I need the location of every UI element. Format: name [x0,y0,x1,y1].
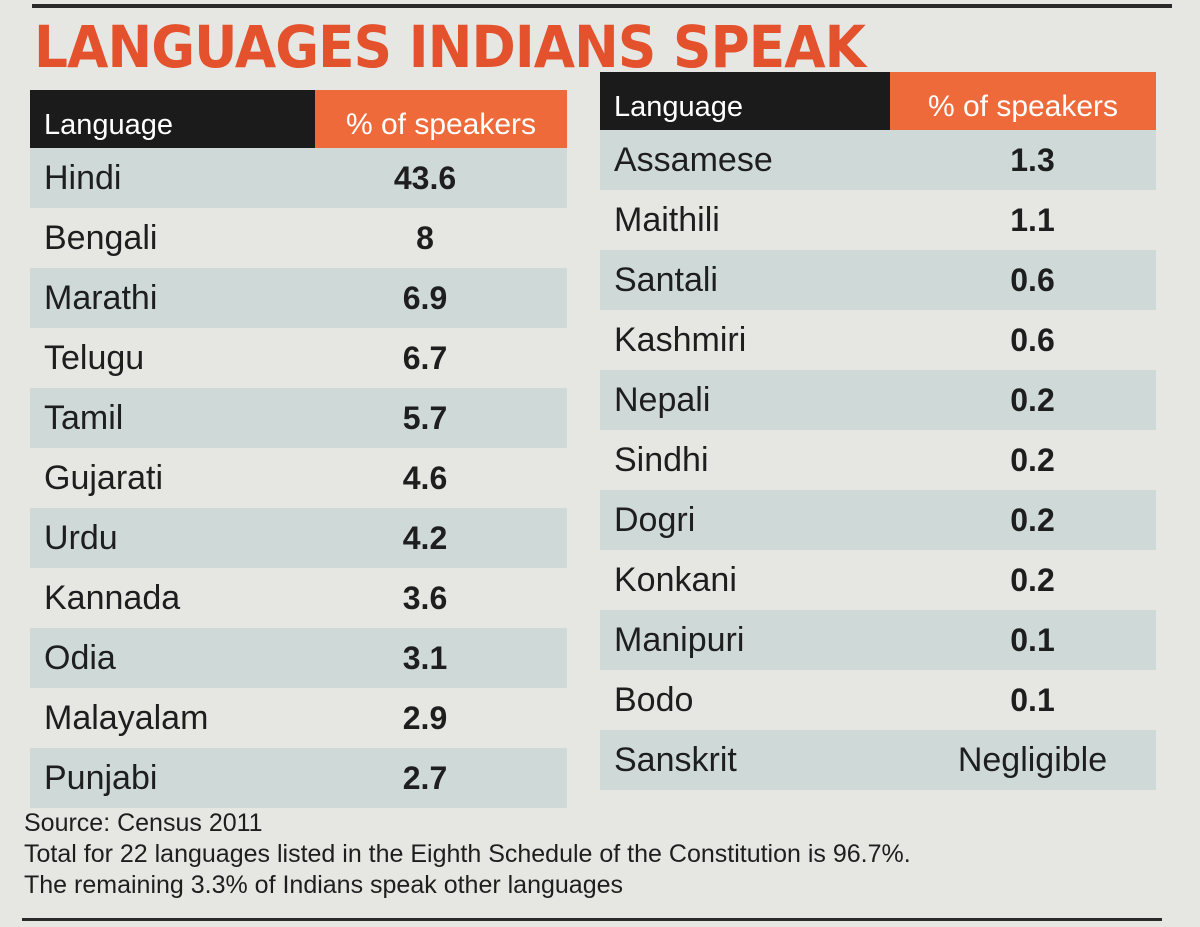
percent-cell: 0.1 [1010,681,1055,718]
percent-cell: 0.1 [1010,621,1055,658]
language-cell: Telugu [44,338,145,377]
language-cell: Gujarati [44,458,164,497]
table-row: Dogri 0.2 [600,490,1156,550]
table-row: Konkani 0.2 [600,550,1156,610]
table-row: Telugu 6.7 [30,328,567,388]
remaining-note: The remaining 3.3% of Indians speak othe… [24,871,623,899]
footnotes: Source: Census 2011 Total for 22 languag… [24,808,1174,901]
right-table-body: Assamese 1.3 Maithili 1.1 Santali 0.6 Kashm… [600,130,1156,790]
percent-cell: 0.2 [1010,381,1055,418]
table-row: Odia 3.1 [30,628,567,688]
percent-cell: 1.1 [1010,201,1055,238]
table-row: Kannada 3.6 [30,568,567,628]
table-row: Manipuri 0.1 [600,610,1156,670]
table-row: Urdu 4.2 [30,508,567,568]
table-header: Language % of speakers [30,90,567,148]
table-row: Hindi 43.6 [30,148,567,208]
percent-cell: 8 [416,219,434,256]
percent-cell: 3.6 [402,579,448,616]
column-header-language: Language [600,72,890,130]
left-table-body: Hindi 43.6 Bengali 8 Marathi 6.9 Telugu 6.7 … [30,148,567,808]
percent-cell: Negligible [957,740,1108,779]
column-header-language: Language [30,90,315,148]
language-cell: Urdu [44,518,118,557]
language-cell: Maithili [614,200,720,239]
top-rule [32,4,1172,8]
table-row: Santali 0.6 [600,250,1156,310]
language-cell: Sindhi [614,440,709,479]
percent-cell: 6.7 [402,339,448,376]
total-note: Total for 22 languages listed in the Eig… [24,840,911,868]
language-cell: Sanskrit [614,740,737,779]
language-cell: Kashmiri [614,320,747,359]
table-row: Kashmiri 0.6 [600,310,1156,370]
language-cell: Punjabi [44,758,158,797]
percent-cell: 43.6 [393,159,457,196]
right-language-table: Language % of speakers Assamese 1.3 Maith… [600,72,1156,790]
table-row: Malayalam 2.9 [30,688,567,748]
language-cell: Bodo [614,680,694,719]
language-cell: Kannada [44,578,181,617]
percent-cell: 2.9 [402,699,448,736]
percent-cell: 0.6 [1010,261,1055,298]
page-title: LANGUAGES INDIANS SPEAK [34,13,866,81]
table-row: Maithili 1.1 [600,190,1156,250]
table-row: Bengali 8 [30,208,567,268]
percent-cell: 0.2 [1010,501,1055,538]
language-cell: Manipuri [614,620,745,659]
percent-cell: 3.1 [402,639,448,676]
table-row: Punjabi 2.7 [30,748,567,808]
percent-cell: 5.7 [402,399,448,436]
language-cell: Marathi [44,278,158,317]
source-note: Source: Census 2011 [24,809,263,837]
language-cell: Malayalam [44,698,209,737]
language-cell: Assamese [614,140,773,179]
language-cell: Dogri [614,500,696,539]
percent-cell: 0.2 [1010,561,1055,598]
percent-cell: 0.6 [1010,321,1055,358]
percent-cell: 0.2 [1010,441,1055,478]
table-header: Language % of speakers [600,72,1156,130]
table-row: Bodo 0.1 [600,670,1156,730]
table-row: Marathi 6.9 [30,268,567,328]
column-header-percent: % of speakers [890,72,1156,130]
left-language-table: Language % of speakers Hindi 43.6 Bengali… [30,90,567,808]
table-row: Gujarati 4.6 [30,448,567,508]
percent-cell: 4.2 [402,519,448,556]
bottom-rule [22,918,1162,921]
column-header-percent: % of speakers [315,90,567,148]
percent-cell: 6.9 [402,279,448,316]
percent-cell: 4.6 [402,459,448,496]
language-cell: Odia [44,638,116,677]
table-row: Assamese 1.3 [600,130,1156,190]
language-cell: Tamil [44,398,124,437]
table-row: Nepali 0.2 [600,370,1156,430]
table-row: Tamil 5.7 [30,388,567,448]
language-cell: Santali [614,260,718,299]
percent-cell: 2.7 [402,759,448,796]
language-cell: Konkani [614,560,737,599]
percent-cell: 1.3 [1010,141,1055,178]
table-row: Sindhi 0.2 [600,430,1156,490]
language-cell: Hindi [44,158,122,197]
language-cell: Nepali [614,380,711,419]
language-cell: Bengali [44,218,158,257]
table-row: Sanskrit Negligible [600,730,1156,790]
